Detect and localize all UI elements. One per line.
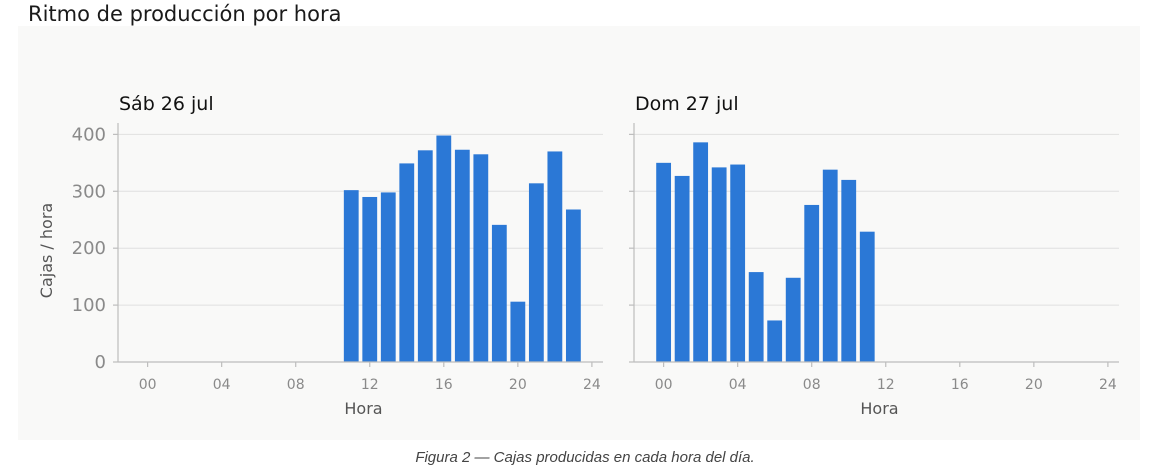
panel-1-bar-h20 [510, 301, 526, 362]
panel-2-bar-h04 [730, 164, 746, 362]
panel-2-title: Dom 27 jul [635, 93, 739, 115]
panel-2-x-tick-label: 04 [729, 377, 747, 393]
panel-1-bar-h21 [528, 183, 544, 362]
panel-1-y-tick-label: 300 [72, 181, 106, 202]
panel-2-x-tick-label: 08 [803, 377, 821, 393]
panel-1-x-tick-label: 04 [213, 377, 231, 393]
panel-2-bar-h11 [859, 231, 875, 362]
panel-2-bar-h09 [822, 169, 838, 362]
panel-1-bar-h23 [565, 209, 581, 362]
panel-1-x-tick-label: 20 [509, 377, 527, 393]
panel-1-y-axis-label: Cajas / hora [37, 203, 56, 298]
panel-1-bar-h17 [454, 149, 470, 362]
panel-2-bar-h03 [711, 167, 727, 362]
panel-1-x-tick-label: 00 [139, 377, 157, 393]
panel-2-bar-h07 [785, 277, 801, 362]
figure-caption: Figura 2 — Cajas producidas en cada hora… [415, 449, 755, 466]
panel-2-x-tick-label: 00 [655, 377, 673, 393]
panel-1-bar-h22 [547, 151, 563, 362]
panel-1-title: Sáb 26 jul [119, 93, 214, 115]
panel-2-bar-h08 [804, 204, 820, 362]
panel-1-y-tick-label: 0 [95, 352, 106, 373]
panel-1-bar-h13 [380, 192, 396, 362]
panel-1-y-tick-label: 100 [72, 295, 106, 316]
panel-2-bar-h05 [748, 272, 764, 362]
panel-1-bar-h12 [362, 196, 378, 362]
panel-2-bar-h06 [767, 320, 783, 362]
panel-2-bar-h01 [674, 175, 690, 362]
panel-1-y-tick-label: 200 [72, 238, 106, 259]
page-title: Ritmo de producción por hora [28, 2, 342, 26]
panel-2-x-tick-label: 12 [877, 377, 895, 393]
panel-1-bar-h11 [343, 190, 359, 362]
panel-1-x-axis-label: Hora [344, 399, 382, 418]
panel-1-x-tick-label: 24 [583, 377, 601, 393]
panel-2-bar-h10 [841, 179, 857, 362]
panel-2-x-tick-label: 24 [1099, 377, 1117, 393]
panel-1-y-tick-label: 400 [72, 124, 106, 145]
panel-2-x-tick-label: 20 [1025, 377, 1043, 393]
panel-1-bar-h16 [436, 135, 452, 362]
panel-1-bar-h19 [491, 224, 507, 362]
panel-1-x-tick-label: 08 [287, 377, 305, 393]
panel-2-x-tick-label: 16 [951, 377, 969, 393]
panel-1-x-tick-label: 12 [361, 377, 379, 393]
panel-2-bar-h02 [693, 142, 709, 362]
panel-1-bar-h15 [417, 150, 433, 362]
panel-1-bar-h14 [399, 163, 415, 362]
panel-2-x-axis-label: Hora [860, 399, 898, 418]
panel-2-bar-h00 [656, 162, 672, 362]
panel-1-x-tick-label: 16 [435, 377, 453, 393]
panel-1-bar-h18 [473, 154, 489, 362]
